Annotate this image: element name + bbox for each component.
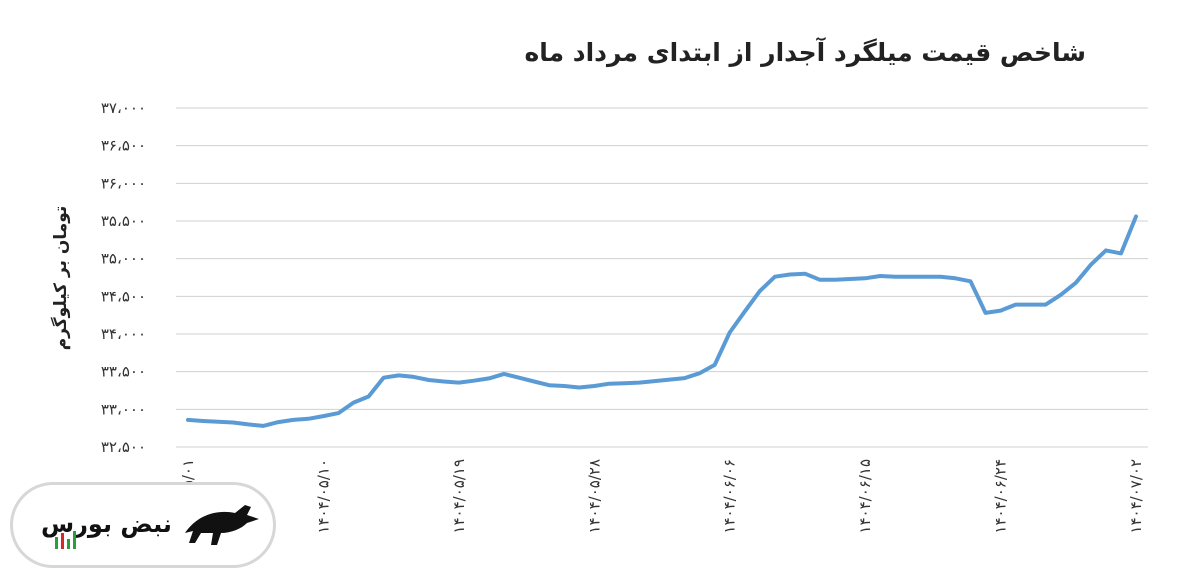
x-tick-label: ۱۴۰۴/۰۵/۱۹ — [450, 459, 468, 534]
series-line — [186, 214, 1138, 428]
y-axis-label: تومان بر کیلوگرم — [50, 206, 71, 351]
y-tick-label: ۳۲،۵۰۰ — [101, 438, 146, 456]
y-tick-label: ۳۵،۰۰۰ — [101, 250, 146, 268]
logo-badge: نبض بورس — [10, 482, 276, 568]
y-tick-label: ۳۷،۰۰۰ — [101, 99, 146, 117]
bull-icon — [185, 505, 259, 545]
y-tick-label: ۳۴،۰۰۰ — [101, 325, 146, 343]
x-tick-label: ۱۴۰۴/۰۵/۱۰ — [314, 459, 332, 534]
y-tick-label: ۳۴،۵۰۰ — [101, 287, 146, 305]
candles-icon — [55, 531, 76, 549]
x-tick-label: ۱۴۰۴/۰۵/۲۸ — [585, 459, 603, 534]
y-tick-label: ۳۶،۵۰۰ — [101, 137, 146, 155]
chart-title: شاخص قیمت میلگرد آجدار از ابتدای مرداد م… — [524, 38, 1086, 67]
y-tick-label: ۳۵،۵۰۰ — [101, 212, 146, 230]
y-tick-label: ۳۳،۵۰۰ — [101, 363, 146, 381]
x-tick-label: ۱۴۰۴/۰۶/۲۴ — [992, 459, 1010, 534]
x-tick-label: ۱۴۰۴/۰۶/۱۵ — [856, 459, 874, 534]
y-tick-label: ۳۶،۰۰۰ — [101, 174, 146, 192]
x-tick-label: ۱۴۰۴/۰۷/۰۲ — [1127, 459, 1145, 534]
x-tick-label: ۱۴۰۴/۰۶/۰۶ — [721, 459, 739, 534]
y-tick-label: ۳۳،۰۰۰ — [101, 400, 146, 418]
